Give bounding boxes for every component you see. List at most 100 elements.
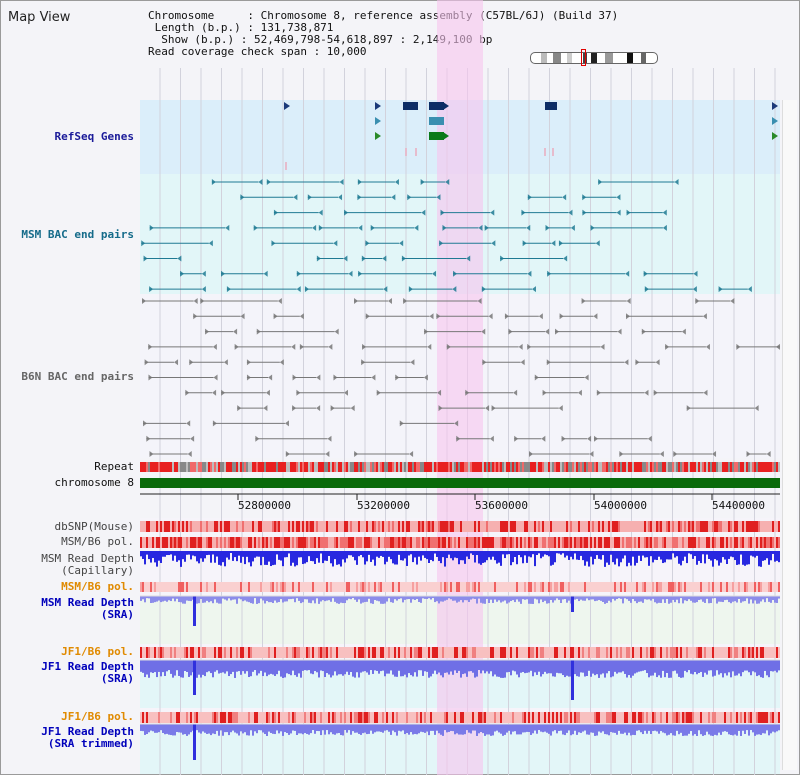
- heat-cell: [642, 582, 644, 592]
- depth-bar: [498, 724, 500, 733]
- heat-cell: [266, 647, 268, 658]
- depth-bar: [342, 660, 344, 676]
- heat-cell: [192, 712, 194, 723]
- depth-bar: [374, 724, 376, 733]
- depth-bar: [616, 551, 618, 559]
- depth-bar: [314, 596, 316, 604]
- gene-mark: [403, 102, 418, 110]
- heat-cell: [376, 582, 378, 592]
- bac-end: [617, 328, 622, 335]
- depth-bar: [372, 660, 374, 674]
- depth-bar: [446, 724, 448, 733]
- repeat-cell: [242, 462, 244, 472]
- depth-bar: [760, 660, 762, 678]
- heat-cell: [700, 647, 702, 658]
- bac-end: [350, 405, 355, 412]
- depth-bar: [402, 551, 404, 561]
- heat-cell: [452, 521, 454, 532]
- depth-bar: [220, 596, 222, 604]
- repeat-cell: [216, 462, 218, 472]
- heat-cell: [194, 521, 196, 532]
- depth-bar: [558, 724, 560, 731]
- heat-cell: [604, 712, 606, 723]
- heat-cell: [180, 582, 182, 592]
- heat-cell: [376, 521, 378, 532]
- depth-bar: [150, 551, 152, 563]
- heat-cell: [336, 712, 338, 723]
- depth-bar: [630, 551, 632, 566]
- heat-cell: [638, 712, 640, 723]
- heat-cell: [530, 521, 532, 532]
- heat-cell: [188, 712, 190, 723]
- repeat-cell: [548, 462, 550, 472]
- heat-cell: [670, 712, 672, 723]
- heat-cell: [656, 582, 658, 592]
- b6n-bac-label[interactable]: B6N BAC end pairs: [21, 370, 134, 383]
- heat-cell: [214, 582, 216, 592]
- heat-cell: [182, 712, 184, 723]
- heat-cell: [444, 521, 446, 532]
- depth-bar: [674, 551, 676, 558]
- heat-cell: [354, 521, 356, 532]
- heat-cell: [236, 647, 238, 658]
- repeat-cell: [210, 462, 212, 472]
- depth-bar: [406, 724, 408, 734]
- heat-cell: [694, 537, 696, 548]
- depth-bar: [638, 551, 640, 556]
- heat-cell: [636, 647, 638, 658]
- repeat-cell: [308, 462, 310, 472]
- bac-end: [266, 179, 271, 185]
- heat-cell: [256, 647, 258, 658]
- heat-cell: [264, 712, 266, 723]
- depth-bar: [732, 660, 734, 672]
- heat-cell: [208, 647, 210, 658]
- depth-bar: [678, 724, 680, 735]
- heat-cell: [550, 521, 552, 532]
- depth-bar: [210, 551, 212, 563]
- depth-bar: [436, 724, 438, 731]
- heat-cell: [352, 537, 354, 548]
- depth-bar: [596, 596, 598, 601]
- heat-cell: [184, 537, 186, 548]
- heat-cell: [562, 647, 564, 658]
- heat-cell: [168, 712, 170, 723]
- depth-bar: [174, 660, 176, 676]
- depth-bar: [242, 724, 244, 734]
- heat-cell: [224, 537, 226, 548]
- heat-cell: [430, 582, 432, 592]
- heat-cell: [742, 647, 744, 658]
- heat-cell: [518, 521, 520, 532]
- refseq-label[interactable]: RefSeq Genes: [54, 130, 134, 143]
- heat-cell: [598, 582, 600, 592]
- heat-cell: [372, 647, 374, 658]
- depth-bar: [614, 551, 616, 565]
- vertical-scroll-area[interactable]: [782, 100, 797, 770]
- heat-cell: [628, 537, 630, 548]
- repeat-cell: [148, 462, 150, 472]
- depth-bar: [316, 596, 318, 599]
- repeat-cell: [162, 462, 164, 472]
- heat-cell: [538, 647, 540, 658]
- ideogram-position-marker[interactable]: [581, 49, 586, 66]
- repeat-cell: [286, 462, 288, 472]
- heat-cell: [444, 647, 446, 658]
- depth-bar: [708, 724, 710, 735]
- heat-cell: [496, 647, 498, 658]
- depth-bar: [226, 596, 228, 601]
- heat-cell: [756, 537, 758, 548]
- heat-cell: [756, 521, 758, 532]
- depth-bar: [152, 551, 154, 559]
- heat-cell: [262, 582, 264, 592]
- heat-cell: [486, 582, 488, 592]
- heat-cell: [728, 712, 730, 723]
- depth-bar: [238, 551, 240, 556]
- depth-bar: [330, 551, 332, 564]
- depth-bar: [440, 660, 442, 676]
- depth-bar: [362, 551, 364, 558]
- repeat-cell: [770, 462, 772, 472]
- msm-bac-label[interactable]: MSM BAC end pairs: [21, 228, 134, 241]
- depth-bar: [768, 660, 770, 678]
- depth-bar: [778, 724, 780, 731]
- depth-bar: [550, 724, 552, 736]
- repeat-cell: [718, 462, 720, 472]
